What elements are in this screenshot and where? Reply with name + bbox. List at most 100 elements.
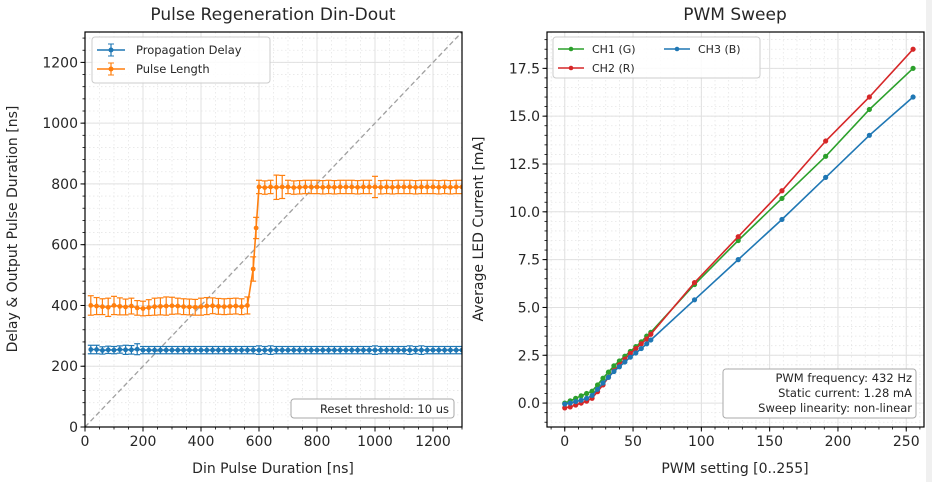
legend-item-ch2: CH2 (R)	[558, 62, 635, 75]
data-point	[320, 347, 326, 353]
legend-label: Propagation Delay	[136, 43, 242, 57]
data-point	[594, 382, 601, 388]
data-point	[221, 347, 227, 353]
data-point	[584, 395, 590, 401]
data-point	[163, 303, 169, 309]
chart-title: PWM Sweep	[683, 5, 787, 25]
x-tick-label: 0	[81, 434, 90, 450]
data-point	[94, 303, 99, 309]
scrollbar-track[interactable]	[926, 0, 932, 482]
data-point	[233, 347, 239, 353]
y-tick-label: 1200	[42, 55, 78, 71]
data-point	[419, 184, 424, 190]
x-tick-label: 150	[756, 434, 783, 450]
data-point	[274, 184, 279, 190]
data-point	[372, 184, 378, 190]
y-axis-label: Delay & Output Pulse Duration [ns]	[5, 106, 21, 353]
legend: CH1 (G) CH2 (R) CH3 (B)	[552, 36, 761, 79]
data-point	[239, 347, 245, 353]
data-point	[279, 184, 285, 190]
data-point	[611, 363, 617, 369]
data-point	[140, 306, 146, 311]
data-point	[111, 303, 117, 308]
data-point	[562, 401, 568, 407]
data-point	[303, 184, 308, 190]
data-point	[105, 347, 111, 353]
series-ch2-r	[562, 46, 916, 411]
data-point	[88, 347, 94, 352]
y-tick-label: 15.0	[509, 109, 540, 125]
y-tick-label: 200	[51, 359, 78, 375]
data-point	[910, 46, 916, 52]
y-tick-label: 800	[51, 177, 78, 193]
x-tick-label: 0	[560, 434, 569, 450]
x-tick-label: 200	[825, 434, 852, 450]
legend-label: CH1 (G)	[592, 43, 636, 56]
data-point	[361, 184, 366, 190]
reset-threshold-annotation: Reset threshold: 10 us	[320, 402, 449, 416]
data-point	[430, 184, 436, 190]
data-point	[372, 347, 378, 353]
data-point	[407, 184, 413, 190]
annotation-box: PWM frequency: 432 Hz Static current: 1.…	[722, 368, 917, 419]
y-tick-label: 0.0	[518, 396, 540, 412]
data-point	[605, 374, 612, 380]
y-tick-label: 2.5	[518, 348, 540, 364]
data-point	[181, 347, 187, 353]
data-point	[343, 184, 349, 190]
legend-label: Pulse Length	[136, 62, 210, 76]
data-point	[198, 347, 204, 353]
data-point	[413, 347, 418, 353]
data-point	[567, 400, 573, 406]
y-axis-label: Average LED Current [mA]	[471, 137, 487, 322]
data-point	[378, 184, 384, 190]
legend-item-propagation-delay: Propagation Delay	[97, 43, 242, 57]
data-point	[384, 347, 389, 353]
y-tick-label: 400	[51, 298, 78, 314]
data-point	[337, 184, 343, 190]
ticks: 0 50 100 150 200 250 0.0 2.5 5.0 7.5 10.0 12.5 15.0 1…	[509, 39, 921, 450]
data-point	[442, 347, 447, 353]
data-point	[401, 184, 407, 190]
data-point	[245, 303, 250, 308]
data-point	[633, 350, 639, 356]
data-point	[303, 347, 308, 353]
data-point	[594, 386, 601, 392]
data-point	[245, 347, 250, 353]
data-point	[216, 347, 221, 353]
data-point	[366, 347, 372, 353]
series-line	[90, 186, 462, 310]
data-point	[366, 184, 372, 190]
data-point	[644, 341, 650, 347]
grid	[84, 32, 463, 428]
data-point	[181, 304, 187, 310]
data-point	[332, 347, 337, 353]
data-point	[589, 392, 595, 399]
x-tick-label: 200	[130, 434, 157, 450]
data-point	[823, 138, 829, 144]
data-point	[256, 184, 262, 190]
data-point	[567, 404, 573, 410]
data-point	[285, 184, 291, 190]
data-point	[823, 153, 829, 159]
data-point	[910, 65, 916, 71]
data-point	[361, 347, 366, 353]
data-point	[291, 347, 297, 353]
data-point	[221, 304, 227, 310]
data-point	[638, 345, 644, 352]
data-point	[424, 347, 430, 353]
y-tick-label: 10.0	[509, 205, 540, 221]
data-point	[355, 347, 360, 353]
data-point	[291, 185, 297, 190]
data-point	[735, 237, 741, 244]
data-point	[140, 347, 146, 353]
legend-box	[91, 36, 271, 84]
data-point	[378, 347, 384, 353]
data-point	[384, 184, 389, 190]
x-axis-label: Din Pulse Duration [ns]	[192, 461, 354, 477]
data-point	[648, 337, 654, 343]
x-tick-label: 50	[624, 434, 642, 450]
data-point	[169, 303, 175, 309]
chart-title: Pulse Regeneration Din-Dout	[150, 5, 396, 25]
data-point	[600, 375, 606, 381]
